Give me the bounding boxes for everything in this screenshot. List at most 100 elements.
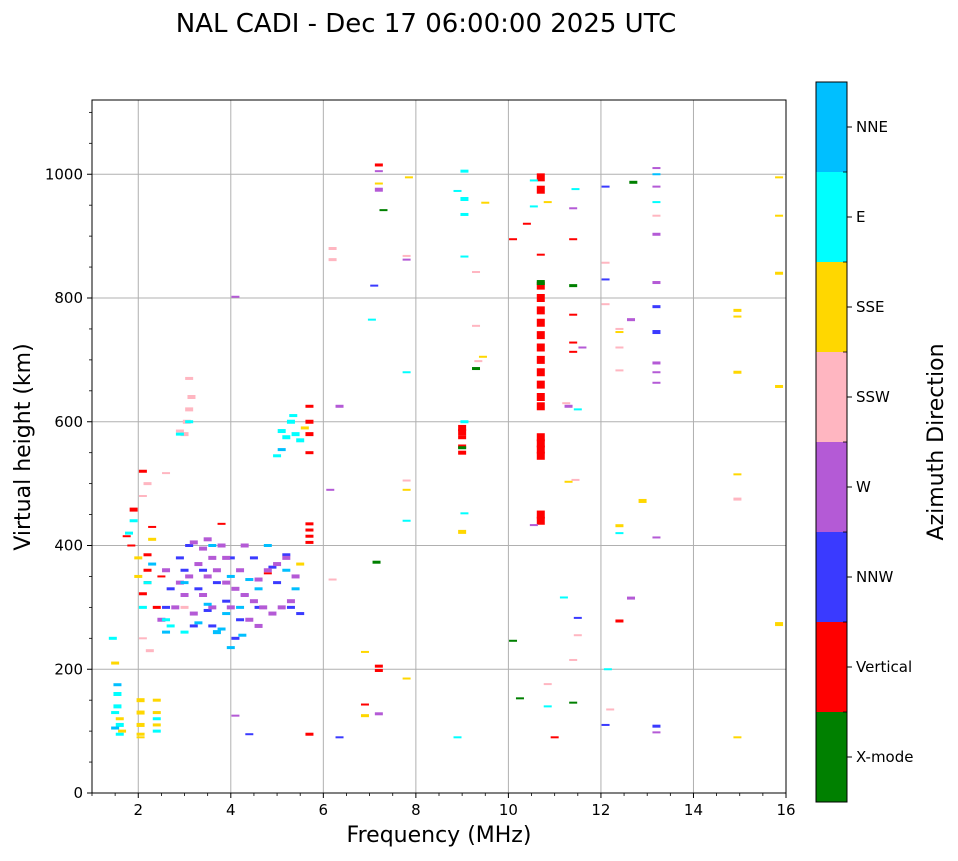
echo-point-w xyxy=(254,623,263,628)
echo-point-e xyxy=(180,630,189,634)
echo-point-e xyxy=(615,532,624,535)
echo-point-sse xyxy=(638,498,647,503)
echo-point-nnw xyxy=(162,605,171,609)
echo-point-ssw xyxy=(543,683,552,686)
echo-point-ssw xyxy=(175,429,184,433)
echo-point-sse xyxy=(136,732,145,736)
echo-point-e xyxy=(286,419,295,424)
echo-point-ssw xyxy=(138,495,147,497)
echo-point-nne xyxy=(162,630,171,634)
echo-point-e xyxy=(559,596,568,599)
echo-point-nne xyxy=(282,568,291,572)
echo-point-sse xyxy=(374,182,383,185)
echo-point-w xyxy=(652,281,661,285)
echo-point-sse xyxy=(152,723,161,727)
echo-point-e xyxy=(108,636,117,640)
echo-point-sse xyxy=(152,698,161,702)
y-tick-label: 400 xyxy=(54,537,83,555)
echo-point-w xyxy=(185,574,194,579)
colorbar-segment xyxy=(816,712,847,802)
echo-point-w xyxy=(180,593,189,597)
echo-point-w xyxy=(208,555,217,560)
echo-point-sse xyxy=(733,308,742,312)
echo-point-w xyxy=(652,185,661,188)
echo-point-e xyxy=(113,704,122,709)
echo-point-w xyxy=(374,712,383,716)
echo-point-sse xyxy=(564,480,573,483)
echo-point-ssw xyxy=(474,360,483,363)
echo-point-w xyxy=(335,404,344,408)
echo-point-vertical xyxy=(536,516,545,525)
echo-point-vertical xyxy=(305,522,314,526)
echo-point-w xyxy=(203,537,212,542)
echo-point-nne xyxy=(236,605,245,609)
echo-point-nne xyxy=(217,627,226,631)
echo-point-vertical xyxy=(536,281,545,290)
echo-point-e xyxy=(543,705,552,708)
echo-point-vertical xyxy=(536,451,545,460)
echo-point-w xyxy=(212,568,221,573)
echo-point-sse xyxy=(360,650,369,653)
echo-point-w xyxy=(249,599,258,604)
echo-point-w xyxy=(652,371,661,374)
echo-point-w xyxy=(374,170,383,173)
echo-point-ssw xyxy=(402,254,411,257)
axes: 2 4 6 8 10 12 14 16 0 200 400 600 800 1000 xyxy=(45,111,796,819)
echo-point-x-mode xyxy=(536,280,545,286)
echo-point-sse xyxy=(733,736,742,739)
echo-point-ssw xyxy=(328,578,337,581)
echo-point-e xyxy=(115,722,124,727)
echo-point-w xyxy=(627,596,636,600)
echo-point-vertical xyxy=(305,432,314,437)
echo-point-ssw xyxy=(143,482,152,486)
echo-point-vertical xyxy=(458,429,467,436)
echo-point-w xyxy=(203,574,212,579)
echo-point-w xyxy=(208,605,217,610)
echo-point-sse xyxy=(543,201,552,204)
echo-point-x-mode xyxy=(569,701,578,704)
x-tick-label: 14 xyxy=(684,801,703,819)
echo-point-nnw xyxy=(601,723,610,726)
y-tick-label: 800 xyxy=(54,289,83,307)
echo-point-e xyxy=(460,197,469,201)
echo-point-e xyxy=(652,201,661,204)
echo-point-sse xyxy=(775,384,784,388)
echo-point-nne xyxy=(238,633,247,637)
echo-point-nne xyxy=(263,544,272,547)
echo-point-vertical xyxy=(263,572,272,575)
echo-point-ssw xyxy=(162,472,171,475)
echo-point-w xyxy=(652,731,661,734)
echo-point-ssw xyxy=(187,395,196,399)
echo-point-ssw xyxy=(185,407,194,412)
echo-point-sse xyxy=(300,426,309,430)
echo-point-vertical xyxy=(536,402,545,411)
echo-point-vertical xyxy=(458,435,467,440)
echo-point-nnw xyxy=(286,605,295,609)
grid-lines xyxy=(92,100,787,794)
echo-point-e xyxy=(129,519,138,523)
echo-point-nnw xyxy=(245,733,254,736)
echo-point-x-mode xyxy=(509,639,518,642)
echo-point-nnw xyxy=(185,544,194,547)
echo-point-nnw xyxy=(231,636,240,640)
echo-point-vertical xyxy=(536,433,545,442)
echo-point-x-mode xyxy=(379,209,388,212)
echo-point-e xyxy=(282,435,291,440)
echo-point-vertical xyxy=(138,469,147,473)
echo-point-vertical xyxy=(536,393,545,401)
echo-point-e xyxy=(162,618,171,622)
echo-point-nne xyxy=(111,726,120,730)
echo-point-nne xyxy=(194,621,203,625)
echo-point-vertical xyxy=(305,451,314,455)
echo-point-vertical xyxy=(127,544,136,547)
echo-point-sse xyxy=(481,201,490,204)
echo-point-e xyxy=(273,454,282,458)
echo-point-vertical xyxy=(157,575,166,578)
colorbar-frame xyxy=(815,81,848,803)
echo-point-w xyxy=(199,546,208,551)
x-tick-label: 10 xyxy=(499,801,518,819)
echo-point-e xyxy=(185,420,194,424)
colorbar-segment xyxy=(816,442,847,532)
echo-point-e xyxy=(113,692,122,696)
